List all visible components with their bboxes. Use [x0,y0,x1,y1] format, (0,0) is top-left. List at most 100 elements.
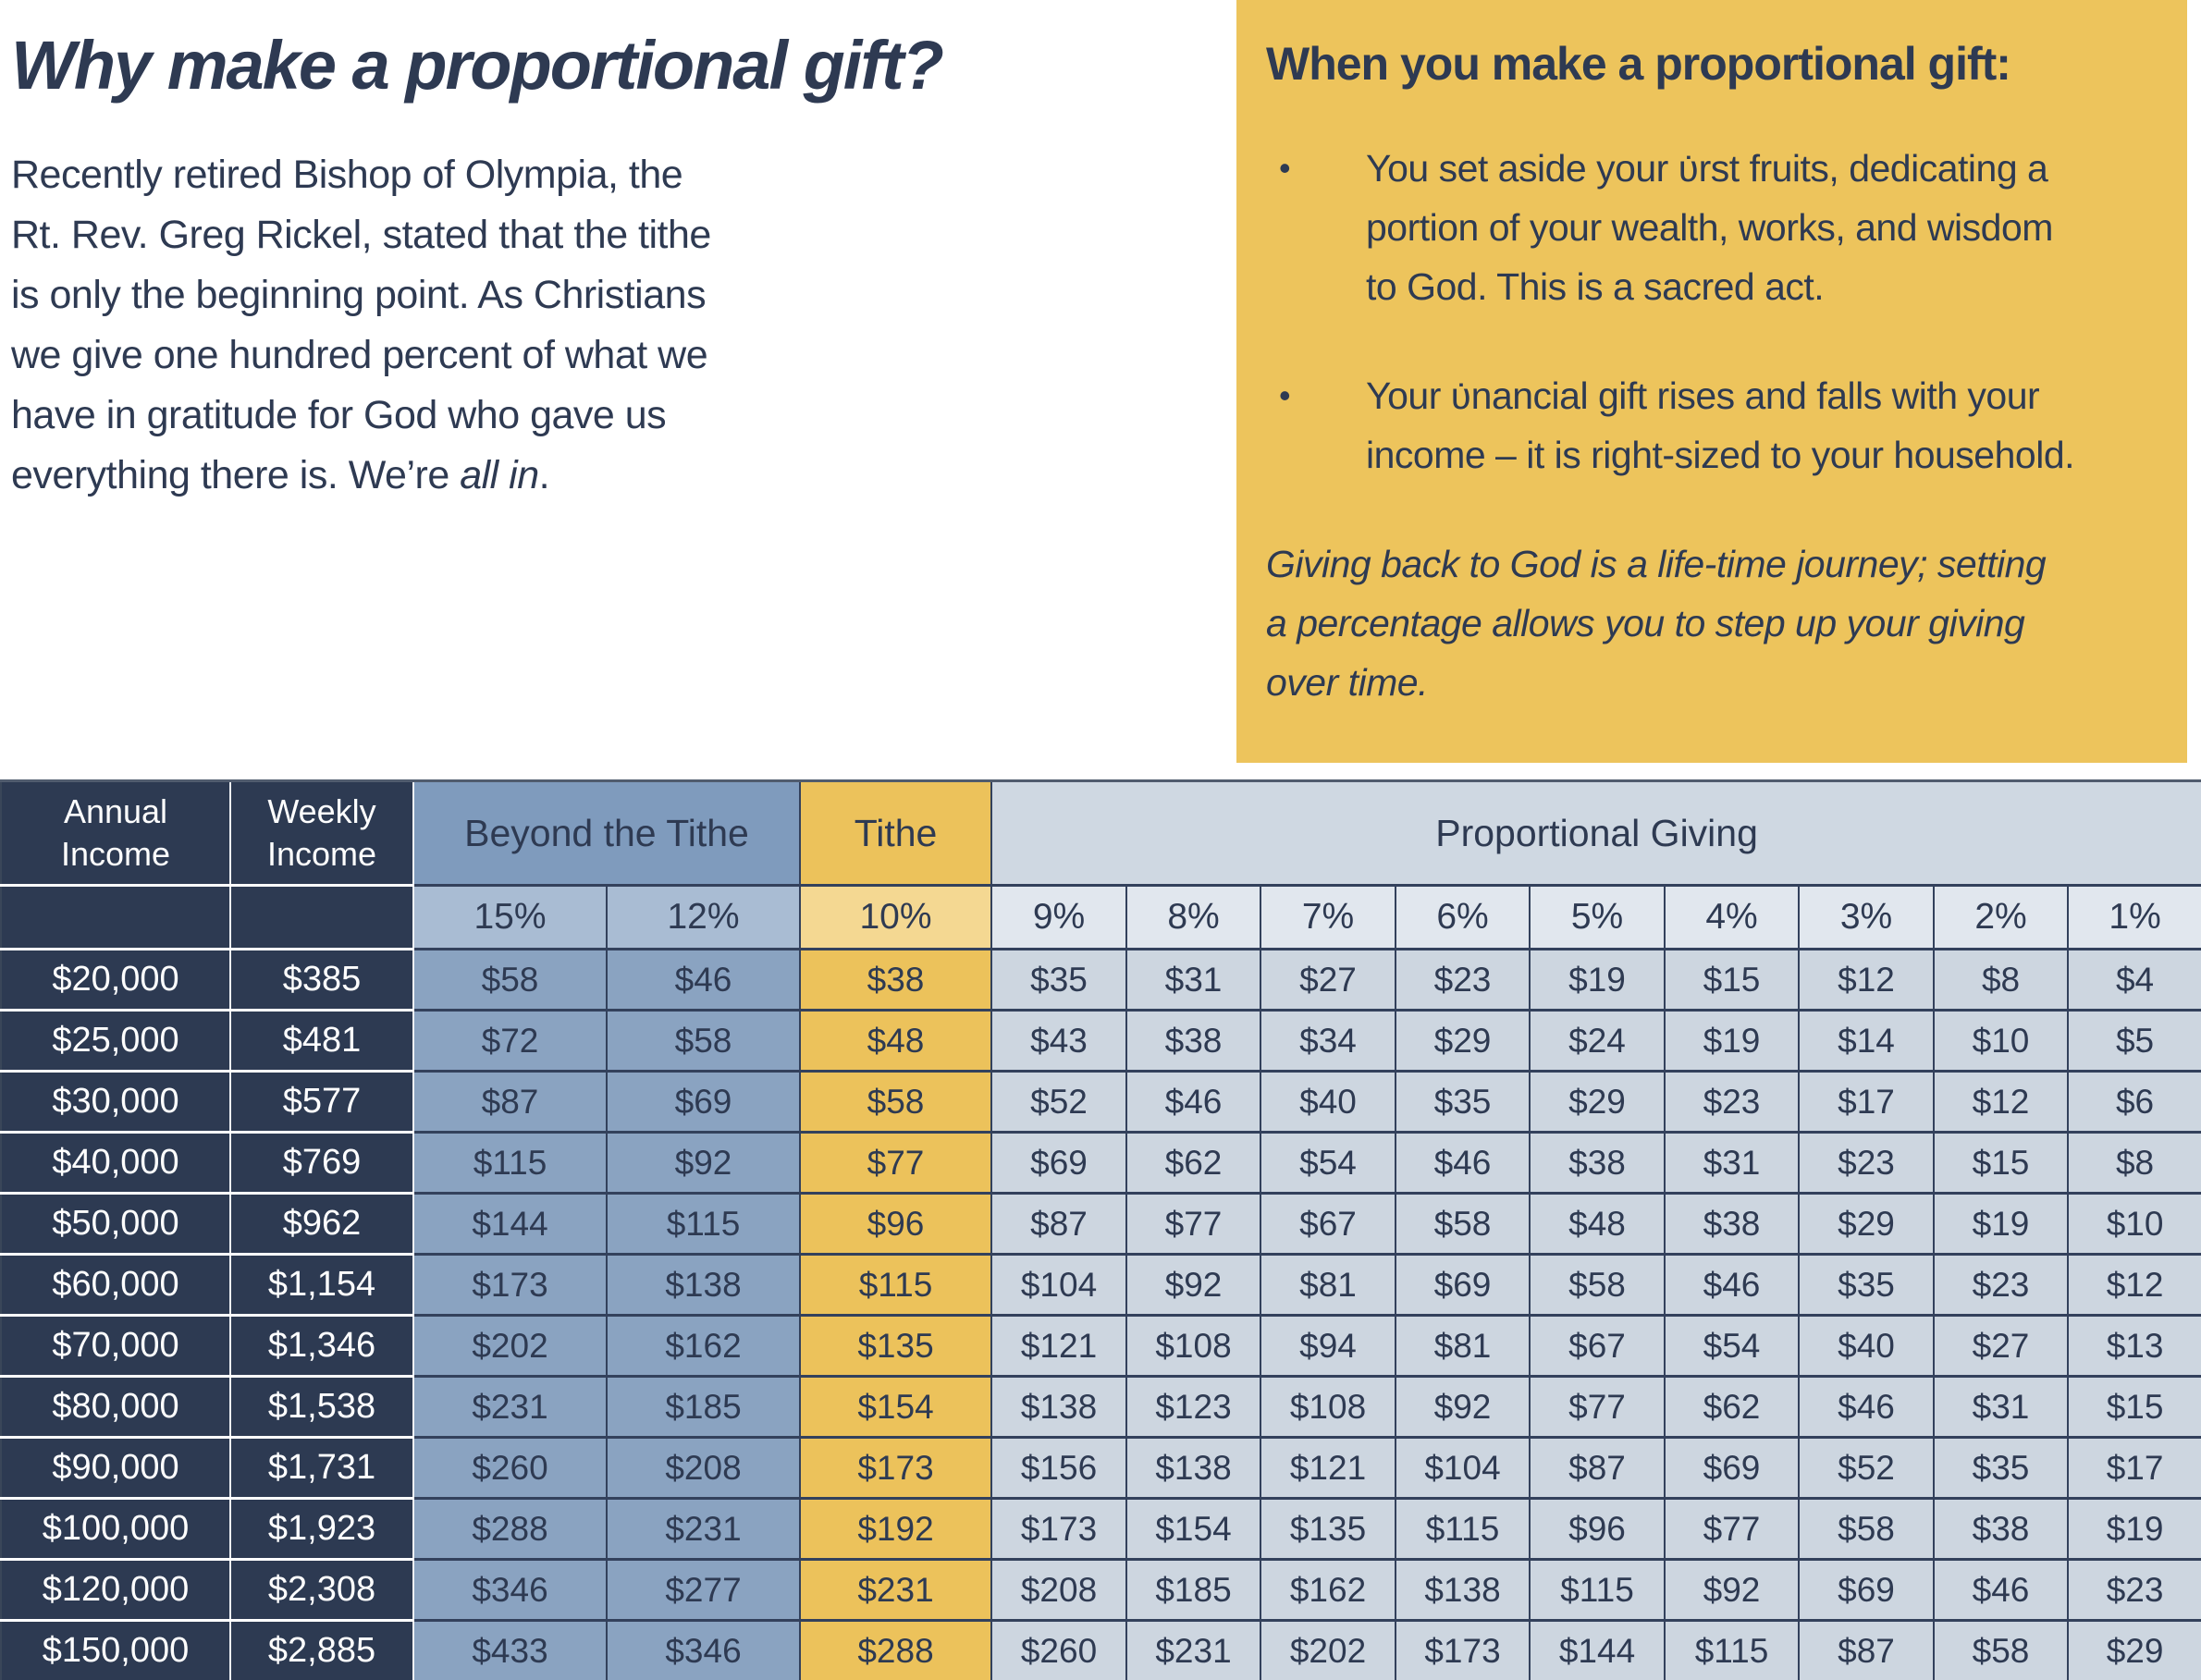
value-cell: $87 [1798,1619,1936,1680]
value-cell: $62 [1125,1131,1262,1195]
value-cell: $54 [1664,1314,1801,1378]
value-cell: $92 [1125,1253,1262,1317]
annual-income-cell: $60,000 [0,1254,231,1317]
table-row: $25,000 $481 $72 $58 $48 $43 $38 $34 $29 $24 $19 $1… [0,1009,2201,1073]
value-cell: $46 [1933,1558,2070,1622]
value-cell: $23 [2067,1558,2201,1622]
value-cell: $12 [1798,948,1936,1012]
value-cell: $46 [1798,1375,1936,1439]
value-cell: $96 [1529,1497,1666,1561]
value-cell: $87 [1529,1436,1666,1500]
value-cell: $173 [412,1253,608,1317]
value-cell: $15 [1933,1131,2070,1195]
value-cell: $92 [1395,1375,1531,1439]
value-cell: $154 [799,1375,993,1439]
value-cell: $69 [1664,1436,1801,1500]
paragraph-line: Recently retired Bishop of Olympia, the [11,153,683,197]
value-cell: $87 [412,1070,608,1134]
weekly-income-cell: $1,923 [230,1498,414,1561]
value-cell: $288 [799,1619,993,1680]
value-cell: $35 [1395,1070,1531,1134]
value-cell: $46 [1664,1253,1801,1317]
percent-header: 15% [412,884,608,950]
value-cell: $231 [1125,1619,1262,1680]
table-row: $40,000 $769 $115 $92 $77 $69 $62 $54 $46 $38 $31 $… [0,1131,2201,1195]
percent-header: 8% [1125,884,1262,950]
percent-header: 6% [1395,884,1531,950]
value-cell: $38 [1664,1192,1801,1256]
weekly-income-cell: $1,346 [230,1315,414,1378]
value-cell: $52 [1798,1436,1936,1500]
value-cell: $40 [1798,1314,1936,1378]
value-cell: $29 [1395,1009,1531,1073]
value-cell: $31 [1933,1375,2070,1439]
value-cell: $277 [605,1558,802,1622]
percent-header: 10% [799,884,993,950]
intro-paragraph: Recently retired Bishop of Olympia, the … [11,145,1213,506]
bullet-line: to God. This is a sacred act. [1366,265,1825,308]
bullet-line: Your ʋ̇nancial gift rises and falls with… [1366,374,2040,417]
table-row: $50,000 $962 $144 $115 $96 $87 $77 $67 $58 $48 $38… [0,1192,2201,1256]
weekly-income-cell: $2,885 [230,1620,414,1680]
value-cell: $58 [412,948,608,1012]
annual-income-cell: $120,000 [0,1559,231,1622]
paragraph-text: . [538,453,550,497]
value-cell: $192 [799,1497,993,1561]
value-cell: $46 [605,948,802,1012]
value-cell: $31 [1125,948,1262,1012]
value-cell: $92 [605,1131,802,1195]
value-cell: $115 [799,1253,993,1317]
value-cell: $19 [1529,948,1666,1012]
value-cell: $104 [1395,1436,1531,1500]
value-cell: $231 [799,1558,993,1622]
value-cell: $12 [2067,1253,2201,1317]
value-cell: $208 [605,1436,802,1500]
percent-header: 9% [990,884,1128,950]
value-cell: $8 [1933,948,2070,1012]
annual-income-cell: $25,000 [0,1010,231,1073]
value-cell: $67 [1260,1192,1397,1256]
value-cell: $38 [1933,1497,2070,1561]
tithe-header: Tithe [799,779,993,887]
table-row: $80,000 $1,538 $231 $185 $154 $138 $123 $108 $92… [0,1375,2201,1439]
value-cell: $10 [1933,1009,2070,1073]
table-row: $30,000 $577 $87 $69 $58 $52 $46 $40 $35 $29 $23 $1… [0,1070,2201,1134]
weekly-income-cell: $481 [230,1010,414,1073]
value-cell: $115 [1395,1497,1531,1561]
value-cell: $173 [1395,1619,1531,1680]
value-cell: $138 [1125,1436,1262,1500]
note-line: a percentage allows you to step up your … [1266,602,2025,644]
percent-header: 2% [1933,884,2070,950]
value-cell: $121 [1260,1436,1397,1500]
table-row: $60,000 $1,154 $173 $138 $115 $104 $92 $81 $69 $5… [0,1253,2201,1317]
weekly-income-cell: $2,308 [230,1559,414,1622]
value-cell: $15 [2067,1375,2201,1439]
value-cell: $67 [1529,1314,1666,1378]
value-cell: $34 [1260,1009,1397,1073]
weekly-income-cell: $1,538 [230,1376,414,1439]
value-cell: $8 [2067,1131,2201,1195]
value-cell: $346 [412,1558,608,1622]
value-cell: $208 [990,1558,1128,1622]
value-cell: $346 [605,1619,802,1680]
value-cell: $77 [799,1131,993,1195]
annual-income-cell: $40,000 [0,1132,231,1195]
paragraph-line: we give one hundred percent of what we [11,333,708,377]
value-cell: $69 [990,1131,1128,1195]
table-row: $20,000 $385 $58 $46 $38 $35 $31 $27 $23 $19 $15 $1… [0,948,2201,1012]
value-cell: $12 [1933,1070,2070,1134]
paragraph-italic-text: all in [460,453,539,497]
bullet-item: • You set aside your ʋ̇rst fruits, dedic… [1266,139,2187,316]
bullet-line: portion of your wealth, works, and wisdo… [1366,206,2053,249]
table-row: $90,000 $1,731 $260 $208 $173 $156 $138 $121 $10… [0,1436,2201,1500]
value-cell: $77 [1664,1497,1801,1561]
page-title: Why make a proportional gift? [11,27,944,104]
annual-income-cell: $150,000 [0,1620,231,1680]
value-cell: $72 [412,1009,608,1073]
weekly-income-cell: $769 [230,1132,414,1195]
value-cell: $54 [1260,1131,1397,1195]
weekly-income-cell: $962 [230,1193,414,1256]
value-cell: $156 [990,1436,1128,1500]
value-cell: $5 [2067,1009,2201,1073]
